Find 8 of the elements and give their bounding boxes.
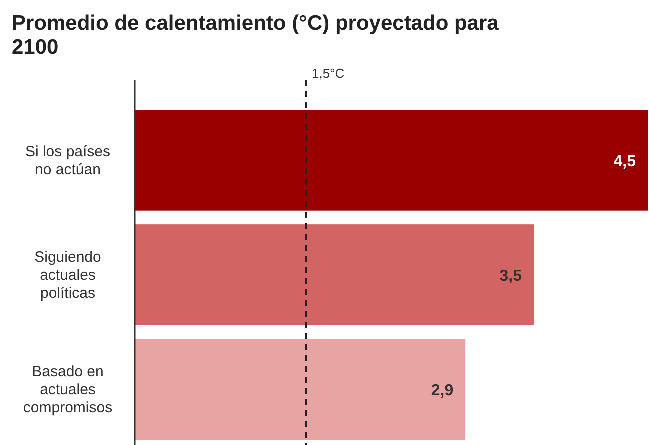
data-label: 4,5	[614, 153, 636, 170]
ref-line-label: 1,5°C	[312, 66, 345, 81]
data-label: 2,9	[431, 382, 454, 400]
y-tick-label: Basado en actuales compromisos	[23, 364, 113, 417]
y-tick-label: Si los países no actúan	[25, 143, 111, 178]
data-label: 3,5	[500, 268, 522, 285]
y-tick-label: Siguiendo actuales políticas	[34, 249, 102, 302]
chart-title: Promedio de calentamiento (°C) proyectado para 2100	[12, 12, 500, 59]
